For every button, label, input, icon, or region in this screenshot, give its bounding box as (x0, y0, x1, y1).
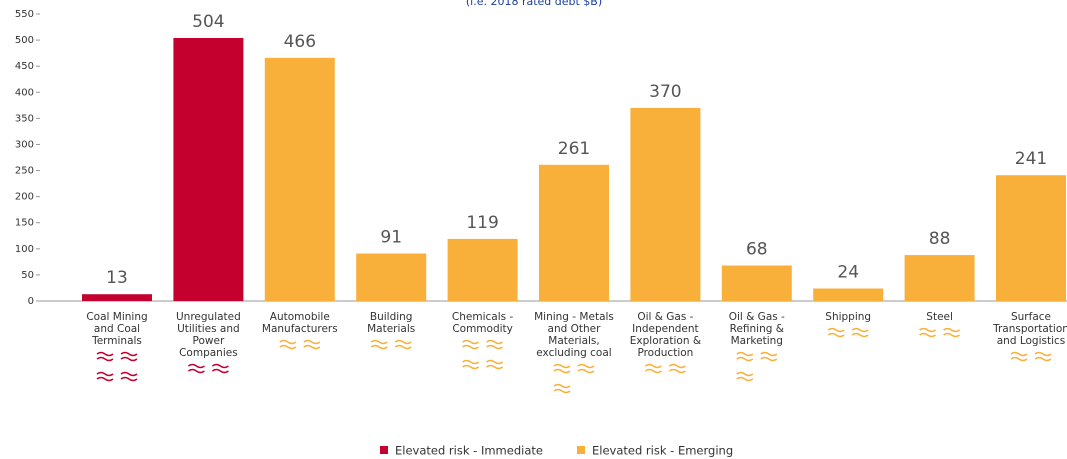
value-label: 24 (837, 262, 859, 282)
risk-icon (486, 359, 504, 370)
risk-icon (462, 339, 480, 350)
risk-icon (120, 371, 138, 382)
risk-icon (370, 339, 388, 350)
bar (904, 255, 975, 301)
bar (996, 175, 1066, 301)
legend-label: Elevated risk - Immediate (395, 444, 543, 458)
legend-label: Elevated risk - Emerging (592, 444, 733, 458)
x-tick-label: Mining - Metals and Other Materials, exc… (534, 311, 614, 359)
chart-subtitle: (i.e. 2018 rated debt $B) (466, 0, 602, 8)
risk-icon (736, 371, 754, 382)
risk-icon (577, 363, 595, 374)
bar (173, 38, 244, 302)
bar (539, 164, 609, 301)
risk-icon (1034, 351, 1052, 362)
risk-icon (187, 363, 205, 374)
risk-icon (211, 363, 229, 374)
value-label: 504 (192, 12, 224, 32)
risk-icon (919, 327, 937, 338)
value-label: 13 (106, 268, 128, 288)
x-tick-label: Coal Mining and Coal Terminals (86, 311, 148, 347)
risk-icon (943, 327, 961, 338)
x-tick-label: Shipping (825, 311, 872, 323)
y-tick-label: 50 (21, 270, 34, 281)
value-label: 68 (746, 240, 768, 260)
x-tick-label: Automobile Manufacturers (261, 311, 338, 335)
risk-icon (553, 363, 571, 374)
risk-icon (1010, 351, 1028, 362)
risk-icon (303, 339, 321, 350)
y-tick-label: 300 (15, 139, 34, 150)
x-tick-label: Steel (926, 311, 953, 323)
risk-icon (553, 383, 571, 394)
x-tick-label: Surface Transportation and Logistics (993, 311, 1067, 347)
y-tick-label: 100 (15, 244, 34, 255)
value-label: 370 (649, 82, 681, 102)
risk-icon (96, 351, 114, 362)
x-tick-label: Oil & Gas - Independent Exploration & Pr… (629, 311, 702, 359)
y-tick-label: 150 (15, 218, 34, 229)
y-tick-label: 350 (15, 113, 34, 124)
y-tick-label: 550 (15, 9, 34, 20)
bar (264, 57, 335, 301)
y-tick-label: 450 (15, 61, 34, 72)
y-tick-label: 200 (15, 192, 34, 203)
y-tick-label: 250 (15, 166, 34, 177)
bar (721, 265, 792, 301)
value-label: 466 (284, 32, 316, 52)
risk-icon (394, 339, 412, 350)
legend-swatch (380, 446, 388, 454)
value-label: 88 (929, 229, 951, 249)
value-label: 261 (558, 139, 590, 159)
risk-icon (279, 339, 297, 350)
x-tick-label: Unregulated Utilities and Power Companie… (175, 311, 241, 359)
bar (630, 107, 701, 301)
bar (447, 238, 518, 301)
x-tick-label: Building Materials (367, 311, 416, 335)
bar (813, 288, 884, 301)
value-label: 119 (466, 213, 498, 233)
risk-icon (851, 327, 869, 338)
legend-swatch (577, 446, 585, 454)
x-tick-label: Oil & Gas - Refining & Marketing (728, 311, 785, 347)
risk-icon (736, 351, 754, 362)
risk-icon (760, 351, 778, 362)
risk-icon (462, 359, 480, 370)
x-tick-label: Chemicals - Commodity (451, 311, 514, 335)
y-tick-label: 500 (15, 35, 34, 46)
y-tick-label: 400 (15, 87, 34, 98)
risk-icon (827, 327, 845, 338)
risk-icon (668, 363, 686, 374)
risk-icon (644, 363, 662, 374)
value-label: 241 (1015, 149, 1047, 169)
risk-icon (120, 351, 138, 362)
bar (82, 294, 152, 301)
risk-icon (486, 339, 504, 350)
risk-icon (96, 371, 114, 382)
y-tick-label: 0 (28, 296, 34, 307)
value-label: 91 (380, 228, 402, 248)
bar (356, 253, 427, 301)
